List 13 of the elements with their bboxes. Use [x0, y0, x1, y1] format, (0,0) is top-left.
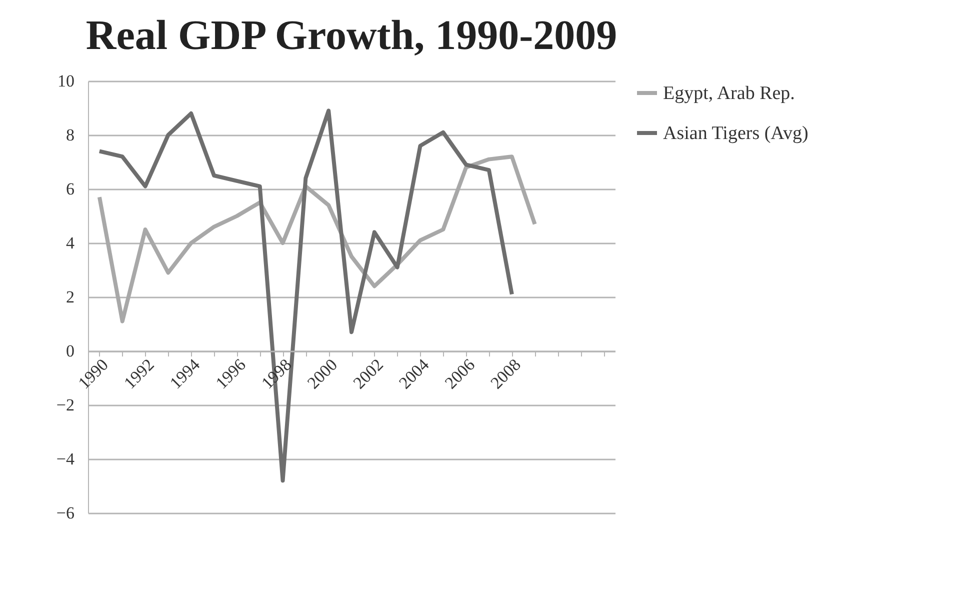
y-tick-label: −2 [56, 396, 74, 414]
y-tick-label: 2 [66, 288, 74, 306]
y-tick-label: −6 [56, 504, 74, 522]
legend-label: Egypt, Arab Rep. [663, 83, 795, 104]
y-tick-label: −4 [56, 450, 75, 468]
line-series [97, 154, 537, 324]
legend-label: Asian Tigers (Avg) [663, 123, 808, 144]
y-tick-label: 8 [66, 126, 74, 144]
y-tick-label: 0 [66, 342, 74, 360]
chart-title: Real GDP Growth, 1990-2009 [86, 13, 618, 59]
y-tick-label: 4 [66, 234, 75, 252]
y-tick-label: 10 [58, 72, 74, 90]
y-tick-label: 6 [66, 180, 74, 198]
